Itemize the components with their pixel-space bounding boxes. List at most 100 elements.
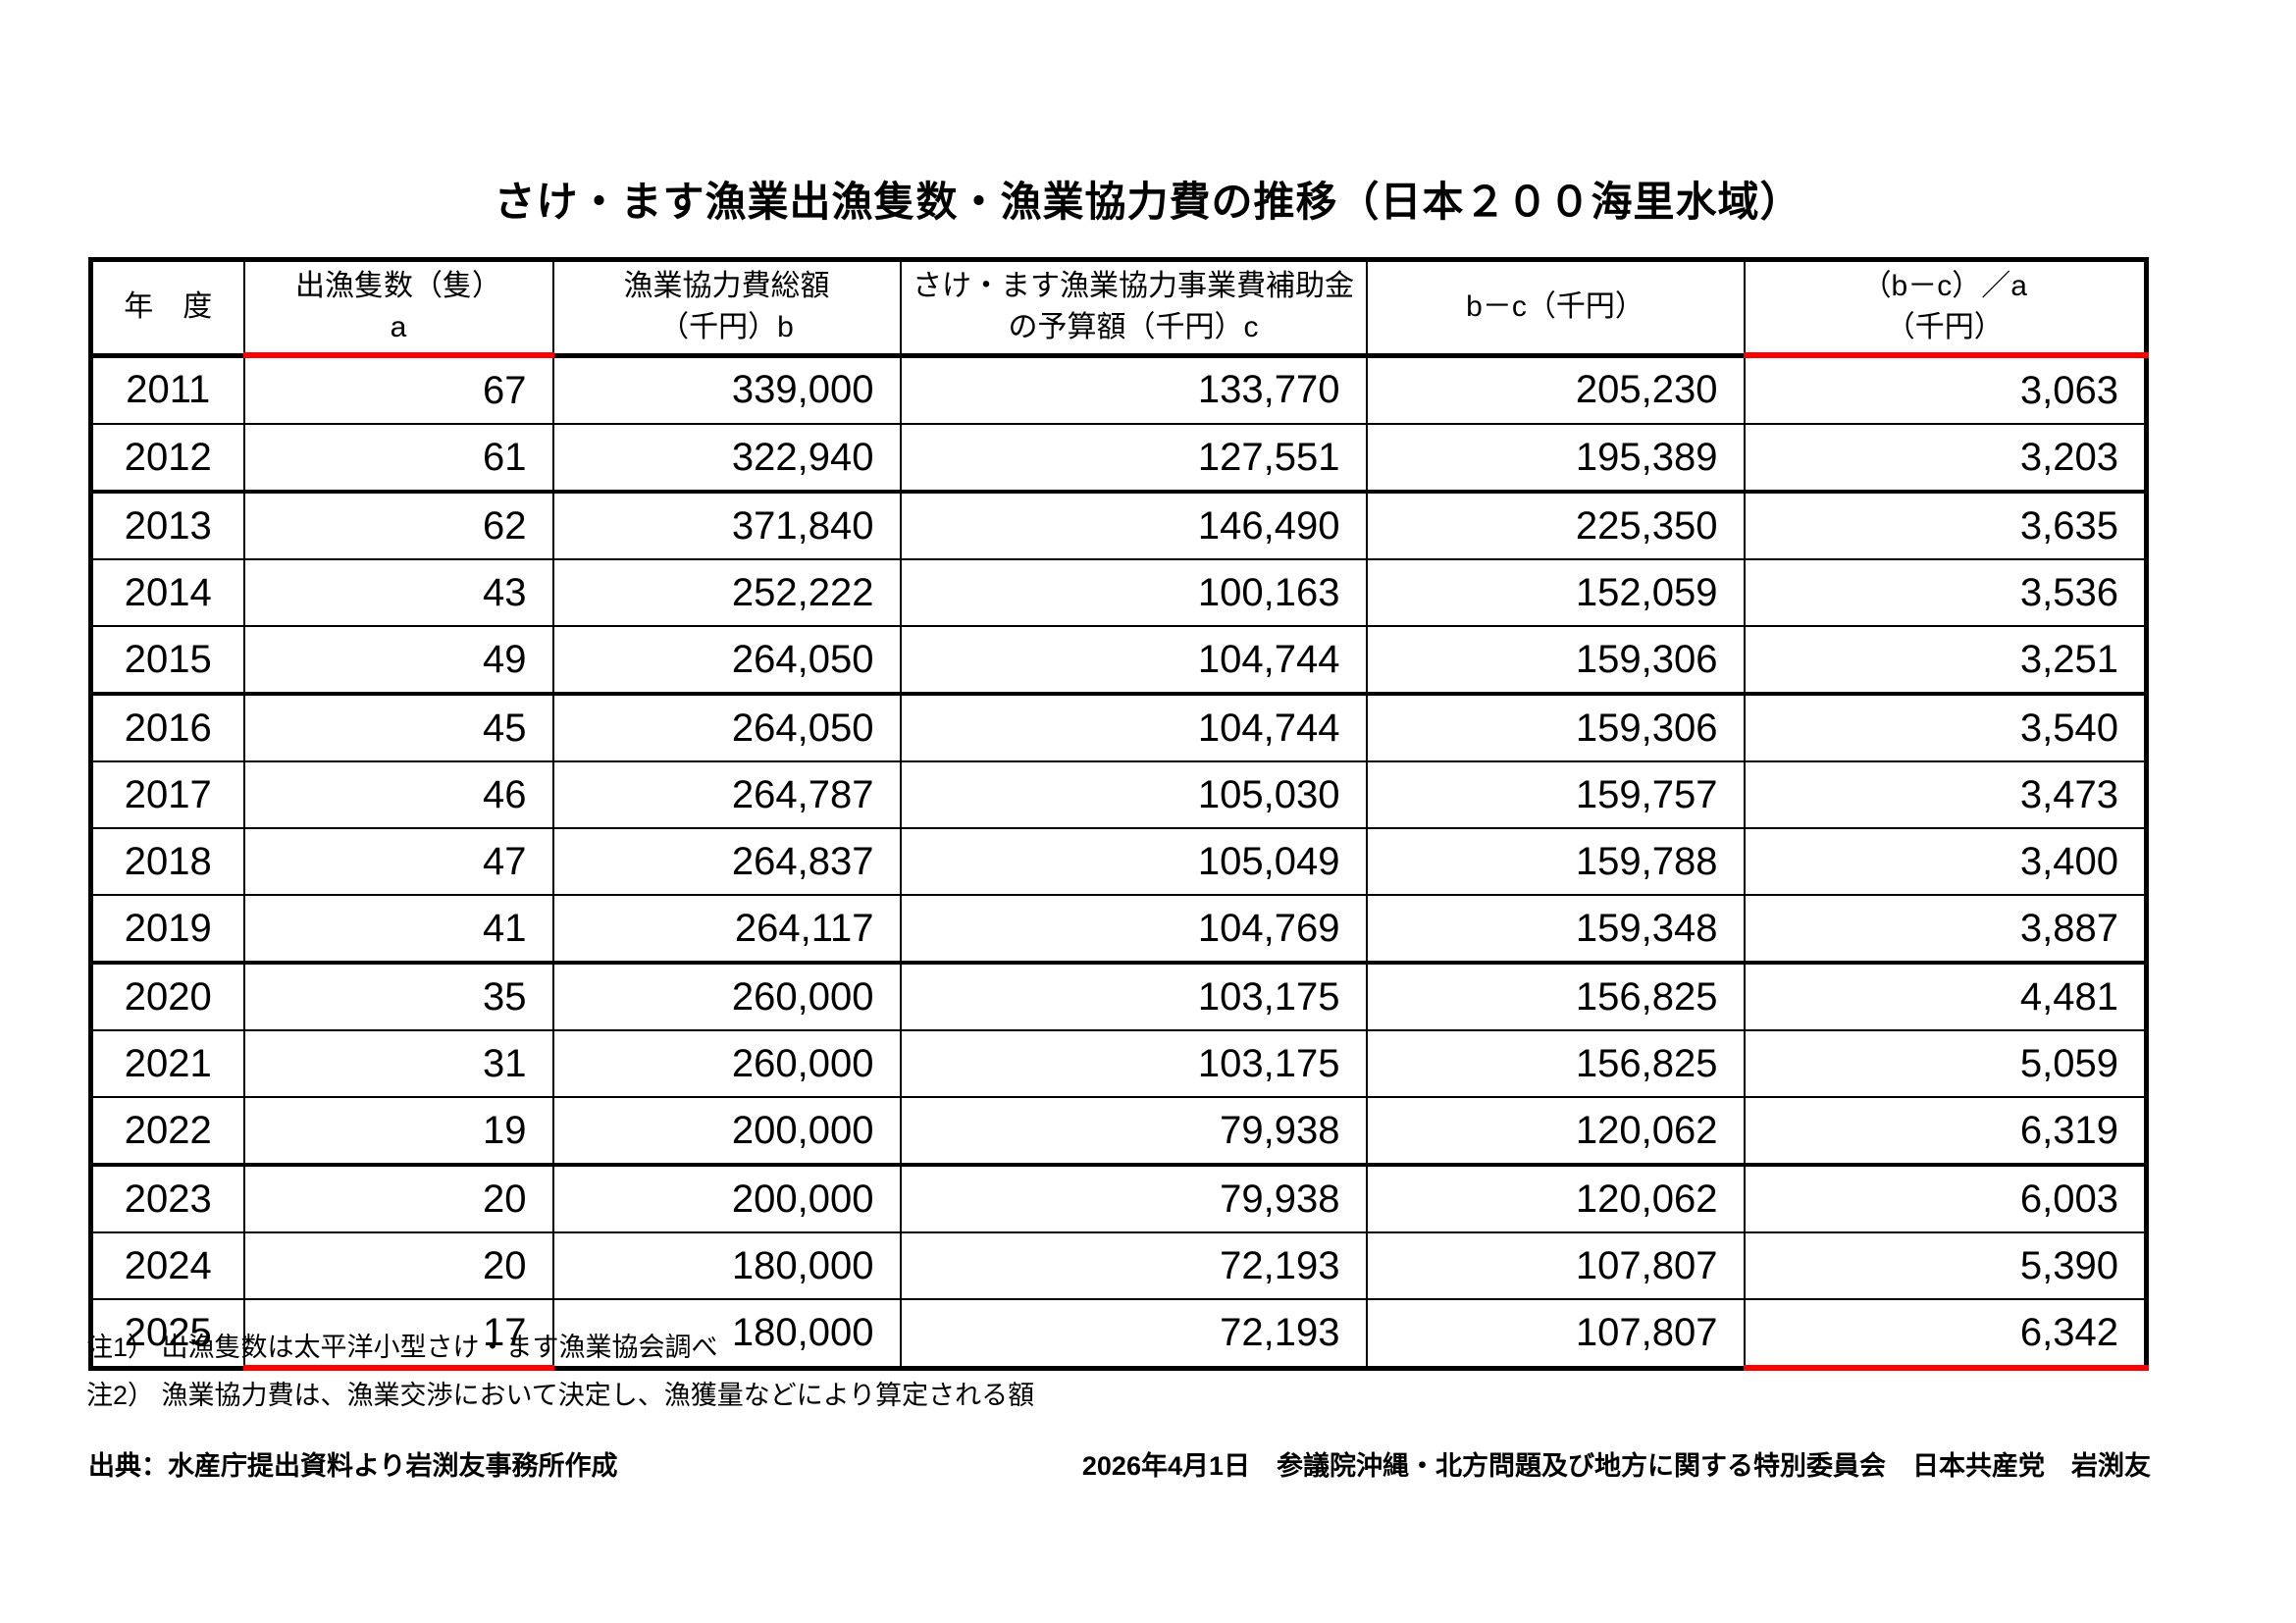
vessel-count-cell: 43 [242, 558, 554, 627]
year-cell: 2024 [89, 1231, 245, 1300]
fee-total-cell: 252,222 [551, 558, 902, 627]
fee-total-cell: 264,837 [551, 827, 902, 896]
b-minus-c-cell: 159,348 [1365, 894, 1746, 964]
table-row: 2020 35 260,000 103,175 156,825 4,481 [89, 961, 2148, 1031]
subsidy-budget-cell: 104,744 [899, 625, 1368, 695]
per-vessel-cell: 6,342 [1743, 1298, 2148, 1371]
fee-total-cell: 260,000 [551, 961, 902, 1031]
vessel-count-cell: 49 [242, 625, 554, 695]
table-row: 2011 67 339,000 133,770 205,230 3,063 [89, 352, 2148, 425]
footer: 出典：水産庁提出資料より岩渕友事務所作成 2026年4月1日 参議院沖縄・北方問… [88, 1444, 2151, 1483]
vessel-count-cell: 31 [242, 1029, 554, 1098]
vessel-count-cell: 62 [242, 490, 554, 560]
subsidy-budget-cell: 103,175 [899, 1029, 1368, 1098]
subsidy-budget-cell: 146,490 [899, 490, 1368, 560]
subsidy-budget-cell: 104,744 [899, 692, 1368, 762]
table-row: 2025 17 180,000 72,193 107,807 6,342 [89, 1298, 2148, 1371]
table-row: 2016 45 264,050 104,744 159,306 3,540 [89, 692, 2148, 762]
year-cell: 2013 [89, 490, 245, 560]
year-cell: 2017 [89, 760, 245, 829]
page-title: さけ・ます漁業出漁隻数・漁業協力費の推移（日本２００海里水域） [494, 179, 1802, 225]
fee-total-cell: 180,000 [551, 1231, 902, 1300]
vessel-count-cell: 20 [242, 1163, 554, 1233]
table-row: 2012 61 322,940 127,551 195,389 3,203 [89, 423, 2148, 493]
committee-credit: 2026年4月1日 参議院沖縄・北方問題及び地方に関する特別委員会 日本共産党 … [1081, 1451, 2151, 1481]
b-minus-c-cell: 205,230 [1365, 354, 1746, 425]
per-vessel-cell: 5,390 [1743, 1231, 2148, 1300]
subsidy-budget-cell: 133,770 [899, 354, 1368, 425]
b-minus-c-cell: 152,059 [1365, 558, 1746, 627]
subsidy-budget-cell: 104,769 [899, 894, 1368, 964]
source-attribution: 出典：水産庁提出資料より岩渕友事務所作成 [88, 1451, 618, 1481]
per-vessel-cell: 3,251 [1743, 625, 2148, 695]
per-vessel-cell: 3,540 [1743, 692, 2148, 762]
per-vessel-cell: 3,473 [1743, 760, 2148, 829]
year-cell: 2020 [89, 961, 245, 1031]
table-row: 2017 46 264,787 105,030 159,757 3,473 [89, 760, 2148, 829]
per-vessel-cell: 5,059 [1743, 1029, 2148, 1098]
fee-total-cell: 200,000 [551, 1163, 902, 1233]
table-row: 2019 41 264,117 104,769 159,348 3,887 [89, 894, 2148, 964]
note-1: 注1） 出漁隻数は太平洋小型さけ・ます漁業協会調べ [86, 1333, 718, 1362]
vessel-count-cell: 35 [242, 961, 554, 1031]
per-vessel-cell: 3,635 [1743, 490, 2148, 560]
fee-total-cell: 264,787 [551, 760, 902, 829]
b-minus-c-cell: 159,306 [1365, 692, 1746, 762]
vessel-count-cell: 61 [242, 423, 554, 493]
year-cell: 2021 [89, 1029, 245, 1098]
table-row: 2021 31 260,000 103,175 156,825 5,059 [89, 1029, 2148, 1098]
note-2: 注2） 漁業協力費は、漁業交渉において決定し、漁獲量などにより算定される額 [86, 1381, 1035, 1410]
subsidy-budget-cell: 100,163 [899, 558, 1368, 627]
per-vessel-cell: 3,203 [1743, 423, 2148, 493]
per-vessel-cell: 3,536 [1743, 558, 2148, 627]
header-fee-total: 漁業協力費総額 （千円）b [551, 258, 902, 358]
table-row: 2024 20 180,000 72,193 107,807 5,390 [89, 1231, 2148, 1300]
subsidy-budget-cell: 79,938 [899, 1163, 1368, 1233]
table-row: 2023 20 200,000 79,938 120,062 6,003 [89, 1163, 2148, 1233]
fee-total-cell: 264,050 [551, 625, 902, 695]
year-cell: 2016 [89, 692, 245, 762]
fee-total-cell: 180,000 [551, 1298, 902, 1369]
table-row: 2015 49 264,050 104,744 159,306 3,251 [89, 625, 2148, 695]
fee-total-cell: 339,000 [551, 354, 902, 425]
b-minus-c-cell: 159,306 [1365, 625, 1746, 695]
vessel-count-cell: 67 [242, 352, 554, 425]
header-year: 年 度 [89, 258, 245, 358]
b-minus-c-cell: 156,825 [1365, 1029, 1746, 1098]
vessel-count-cell: 47 [242, 827, 554, 896]
year-cell: 2022 [89, 1096, 245, 1166]
vessel-count-cell: 46 [242, 760, 554, 829]
vessel-count-cell: 20 [242, 1231, 554, 1300]
vessel-count-cell: 17 [242, 1298, 554, 1371]
year-cell: 2025 [89, 1298, 245, 1369]
b-minus-c-cell: 159,757 [1365, 760, 1746, 829]
vessel-count-cell: 41 [242, 894, 554, 964]
subsidy-budget-cell: 105,030 [899, 760, 1368, 829]
b-minus-c-cell: 107,807 [1365, 1231, 1746, 1300]
fee-total-cell: 264,117 [551, 894, 902, 964]
subsidy-budget-cell: 103,175 [899, 961, 1368, 1031]
table-row: 2014 43 252,222 100,163 152,059 3,536 [89, 558, 2148, 627]
per-vessel-cell: 6,319 [1743, 1096, 2148, 1166]
b-minus-c-cell: 195,389 [1365, 423, 1746, 493]
year-cell: 2015 [89, 625, 245, 695]
vessel-count-cell: 19 [242, 1096, 554, 1166]
subsidy-budget-cell: 127,551 [899, 423, 1368, 493]
year-cell: 2014 [89, 558, 245, 627]
table-row: 2013 62 371,840 146,490 225,350 3,635 [89, 490, 2148, 560]
per-vessel-cell: 6,003 [1743, 1163, 2148, 1233]
per-vessel-cell: 3,063 [1743, 352, 2148, 425]
year-cell: 2023 [89, 1163, 245, 1233]
per-vessel-cell: 3,400 [1743, 827, 2148, 896]
b-minus-c-cell: 159,788 [1365, 827, 1746, 896]
b-minus-c-cell: 156,825 [1365, 961, 1746, 1031]
b-minus-c-cell: 120,062 [1365, 1163, 1746, 1233]
per-vessel-cell: 3,887 [1743, 894, 2148, 964]
fee-total-cell: 371,840 [551, 490, 902, 560]
data-table: 年 度 出漁隻数（隻） a 漁業協力費総額 （千円）b さけ・ます漁業協力事業費… [88, 257, 2149, 1371]
fee-total-cell: 264,050 [551, 692, 902, 762]
subsidy-budget-cell: 72,193 [899, 1231, 1368, 1300]
per-vessel-cell: 4,481 [1743, 961, 2148, 1031]
header-subsidy-budget: さけ・ます漁業協力事業費補助金 の予算額（千円）c [899, 258, 1368, 358]
